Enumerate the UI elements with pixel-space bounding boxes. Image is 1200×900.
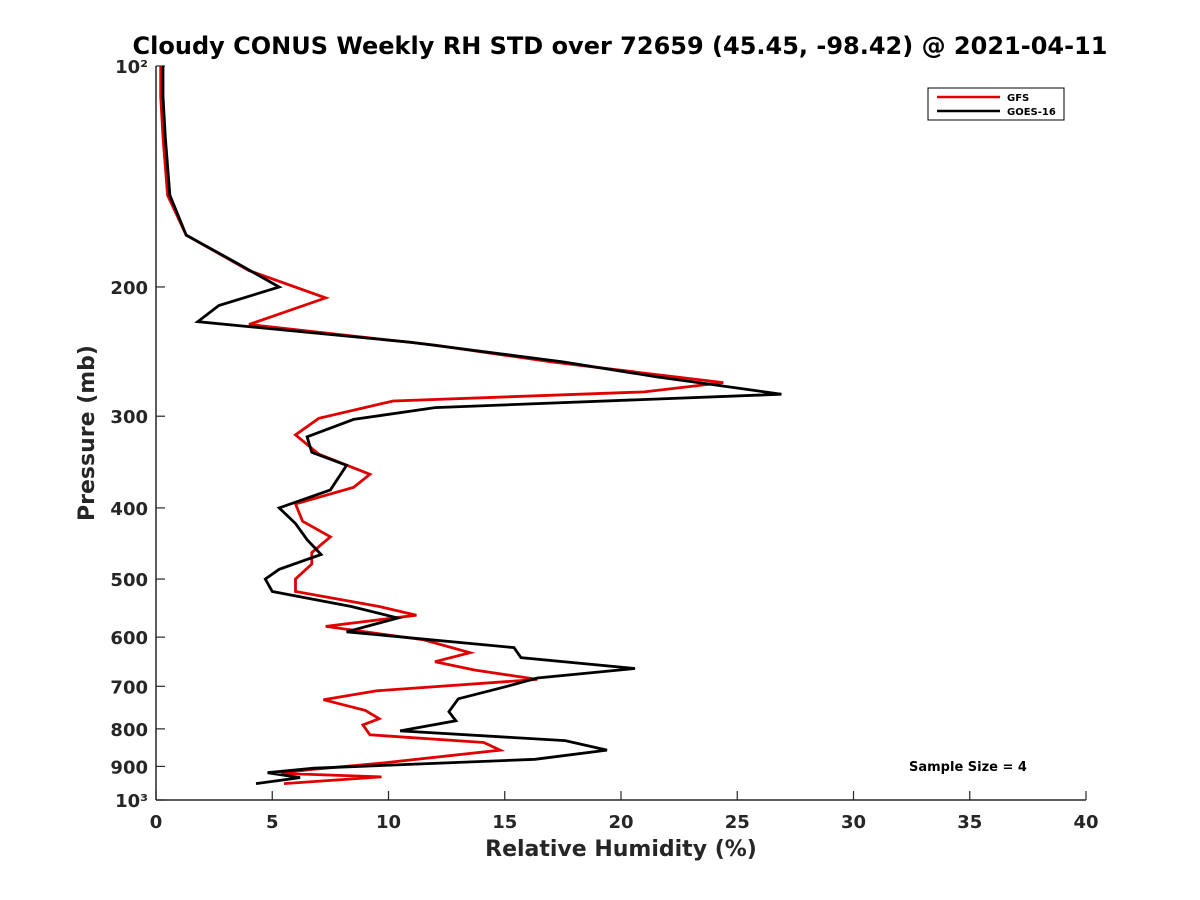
y-axis-label: Pressure (mb)	[75, 345, 100, 521]
y-tick-label: 600	[110, 628, 148, 649]
y-tick-label: 10³	[115, 791, 148, 812]
y-tick-label: 700	[110, 677, 148, 698]
y-tick-label: 500	[110, 570, 148, 591]
chart-title: Cloudy CONUS Weekly RH STD over 72659 (4…	[133, 32, 1108, 60]
x-ticks: 0 5 10 15 20 25 30 35 40	[150, 791, 1099, 833]
y-tick-label: 300	[110, 407, 148, 428]
y-tick-label: 10²	[115, 57, 148, 78]
x-tick-label: 15	[492, 812, 517, 833]
x-tick-label: 10	[376, 812, 401, 833]
plot-area	[155, 66, 1086, 801]
x-axis-label: Relative Humidity (%)	[485, 837, 757, 862]
legend-box	[927, 87, 1065, 121]
x-tick-label: 5	[266, 812, 279, 833]
y-tick-label: 400	[110, 499, 148, 520]
sample-size-annotation: Sample Size = 4	[909, 760, 1027, 775]
legend: GFS GOES-16	[927, 87, 1065, 121]
y-tick-label: 200	[110, 278, 148, 299]
y-ticks: 10² 200 300 400 500 600 700 800 900 10³	[110, 57, 165, 812]
y-tick-label: 800	[110, 720, 148, 741]
x-tick-label: 0	[150, 812, 163, 833]
series-line-gfs	[159, 66, 724, 785]
x-tick-label: 35	[957, 812, 982, 833]
legend-label-gfs: GFS	[1007, 93, 1029, 104]
x-tick-label: 40	[1073, 812, 1098, 833]
legend-label-goes16: GOES-16	[1007, 107, 1056, 118]
series-line-goes16	[161, 66, 782, 785]
x-tick-label: 20	[608, 812, 633, 833]
y-tick-label: 900	[110, 757, 148, 778]
series-layer	[159, 66, 782, 785]
x-tick-label: 30	[841, 812, 866, 833]
x-tick-label: 25	[725, 812, 750, 833]
